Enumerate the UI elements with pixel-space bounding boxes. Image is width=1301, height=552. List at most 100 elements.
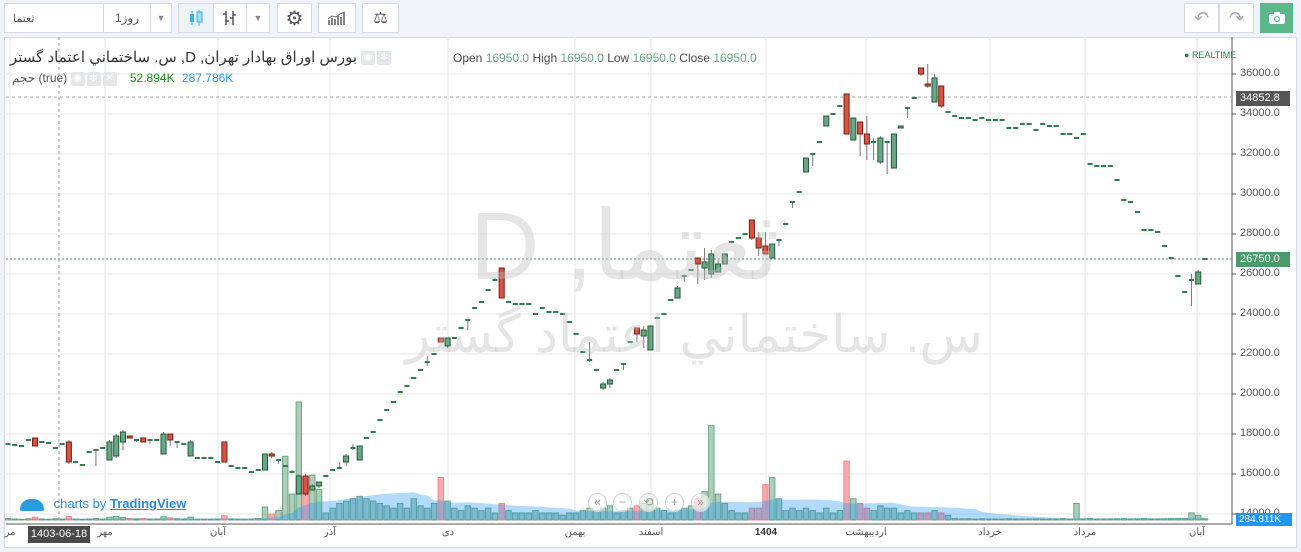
candle-down: [437, 337, 444, 343]
undo-button[interactable]: ↶: [1184, 3, 1219, 33]
volume-bar: [167, 517, 174, 521]
volume-bar: [1053, 518, 1060, 521]
volume-bar: [1032, 518, 1040, 521]
time-axis-label: دی: [441, 527, 455, 538]
open-label: Open: [453, 51, 483, 65]
volume-bar: [261, 506, 269, 521]
volume-bar: [65, 515, 73, 521]
price-tick-label: 16000.0: [1240, 467, 1280, 479]
candle-up: [444, 337, 451, 347]
volume-bar: [430, 502, 438, 521]
candle-up: [606, 379, 613, 385]
time-axis-label: مهر: [97, 527, 113, 538]
volume-bar: [390, 507, 397, 521]
candle-doji: [235, 467, 241, 469]
price-tick-label: 32000.0: [1240, 147, 1280, 159]
candle-doji: [1094, 165, 1100, 167]
candle-doji: [573, 333, 579, 335]
candle-doji: [979, 117, 985, 119]
interval-dropdown-chevron-icon[interactable]: ▼: [150, 3, 172, 33]
volume-bar: [971, 518, 979, 521]
bars-style-button[interactable]: [213, 3, 247, 33]
scroll-left-button[interactable]: «: [588, 493, 607, 512]
candle-up: [160, 433, 167, 455]
volume-bar: [1195, 514, 1202, 521]
volume-bar: [79, 518, 86, 521]
scroll-right-button[interactable]: »: [691, 493, 710, 512]
price-tick-label: 26000.0: [1240, 267, 1280, 279]
volume-bar: [1025, 518, 1033, 521]
candle-down: [65, 441, 72, 463]
legend-title-row: بورس اوراق بهادار تهران, D, س. ساختماني …: [10, 48, 393, 66]
volume-bar: [883, 507, 891, 521]
candle-doji: [458, 327, 464, 329]
candle-doji: [1067, 133, 1073, 135]
candle-doji: [1114, 179, 1120, 181]
volume-bar: [227, 518, 235, 521]
interval-button[interactable]: 1روز: [103, 3, 151, 33]
candle-doji: [1155, 231, 1161, 233]
candle-doji: [242, 467, 248, 469]
redo-button[interactable]: ↷: [1219, 3, 1254, 33]
volume-bar: [1046, 518, 1053, 521]
candle-doji: [73, 461, 79, 463]
gear-icon[interactable]: ✻: [86, 71, 101, 86]
crosshair-date-label: 1403-06-18: [28, 526, 90, 543]
volume-bar: [552, 512, 559, 521]
candle-down: [938, 85, 945, 107]
open-value: 16950.0: [485, 51, 530, 65]
candle-up: [708, 253, 715, 275]
candle-doji: [1128, 201, 1134, 203]
volume-bar: [221, 515, 228, 521]
volume-bar: [369, 500, 377, 521]
candle-up: [674, 287, 681, 299]
candle-doji: [255, 469, 261, 471]
volume-bar: [1012, 518, 1019, 521]
candle-doji: [681, 275, 687, 277]
volume-bar: [850, 498, 857, 521]
gear-icon[interactable]: ✻: [377, 51, 392, 66]
compare-scale-icon[interactable]: ⚖: [362, 3, 399, 33]
volume-bar: [153, 518, 160, 521]
candles-style-button[interactable]: [178, 3, 214, 33]
volume-bar: [1066, 518, 1073, 521]
settings-gear-icon[interactable]: ⚙: [277, 3, 312, 33]
volume-bar: [329, 507, 336, 521]
candle-doji: [181, 443, 187, 445]
candle-up: [931, 77, 938, 103]
eye-icon[interactable]: ◉: [361, 51, 376, 66]
volume-bar: [484, 507, 492, 521]
volume-bar: [376, 502, 384, 521]
candle-doji: [1053, 125, 1059, 127]
volume-bar: [708, 425, 715, 521]
volume-bar: [356, 495, 363, 521]
tradingview-branding[interactable]: charts by TradingView: [20, 496, 186, 511]
candle-up: [890, 133, 897, 169]
eye-icon[interactable]: ◉: [70, 71, 85, 86]
reset-chart-button[interactable]: ⟲: [639, 493, 658, 512]
candle-down: [302, 475, 309, 495]
volume-bar: [491, 512, 499, 521]
zoom-out-button[interactable]: −: [613, 493, 632, 512]
candle-up: [802, 157, 810, 173]
volume-bar: [31, 516, 39, 521]
snapshot-camera-button[interactable]: [1260, 3, 1293, 33]
volume-bar: [255, 518, 262, 521]
candle-down: [268, 453, 275, 457]
volume-bar: [904, 510, 911, 521]
symbol-input[interactable]: ثعتما: [4, 3, 104, 33]
volume-bar: [985, 518, 992, 521]
volume-bar: [890, 507, 898, 521]
chart-style-dropdown-chevron-icon[interactable]: ▼: [246, 3, 270, 33]
indicators-button[interactable]: [318, 3, 356, 33]
close-icon[interactable]: ✕: [102, 71, 117, 86]
volume-bar: [545, 512, 553, 521]
zoom-in-button[interactable]: +: [665, 493, 684, 512]
candle-doji: [228, 465, 234, 467]
candle-doji: [377, 419, 383, 421]
candle-doji: [959, 117, 965, 119]
volume-bar: [829, 512, 837, 521]
candle-doji: [465, 319, 471, 321]
candle-doji: [553, 311, 559, 313]
